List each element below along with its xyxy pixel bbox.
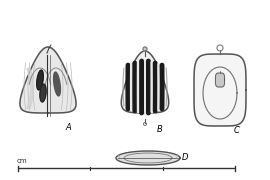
Polygon shape (121, 51, 169, 113)
Polygon shape (194, 54, 246, 126)
Polygon shape (40, 84, 46, 102)
Text: C: C (234, 126, 240, 135)
Polygon shape (215, 73, 224, 87)
Polygon shape (53, 72, 60, 96)
Text: A: A (65, 123, 71, 132)
Polygon shape (20, 47, 76, 113)
Text: D: D (182, 152, 188, 161)
Text: cm: cm (17, 158, 28, 164)
Text: B: B (157, 125, 163, 134)
Circle shape (143, 47, 147, 51)
Polygon shape (116, 151, 180, 165)
Polygon shape (37, 70, 43, 90)
